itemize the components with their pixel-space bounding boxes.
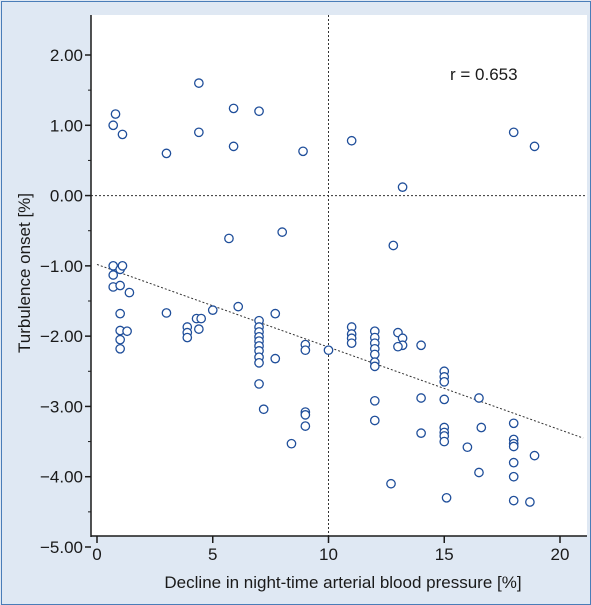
data-point <box>258 404 269 415</box>
data-point <box>474 393 484 403</box>
data-point <box>529 450 540 461</box>
data-point <box>397 182 408 192</box>
data-point <box>476 422 487 433</box>
x-tick-label: 0 <box>92 545 101 564</box>
data-point <box>346 135 357 146</box>
data-point <box>323 345 334 356</box>
data-point <box>117 129 128 140</box>
data-point <box>161 308 172 318</box>
data-points <box>108 78 540 507</box>
y-tick-label: −2.00 <box>40 327 83 346</box>
data-point <box>254 358 264 368</box>
y-ticks: 2.00 1.00 0.00 −1.00 −2.00 −3.00 −4.00 −5.00 <box>40 46 91 557</box>
data-point <box>369 395 380 406</box>
x-tick-label: 20 <box>551 545 570 564</box>
data-point <box>462 442 473 453</box>
data-point <box>228 141 239 152</box>
data-point <box>115 343 126 354</box>
x-ticks: 0 5 10 15 20 <box>92 536 569 564</box>
data-point <box>207 305 218 315</box>
x-axis-title: Decline in night-time arterial blood pre… <box>164 573 521 592</box>
data-point <box>161 148 172 159</box>
data-point <box>233 301 244 312</box>
data-point <box>393 341 403 352</box>
data-point <box>508 127 519 138</box>
data-point <box>108 270 119 280</box>
y-tick-label: 1.00 <box>50 116 83 135</box>
data-point <box>508 495 519 506</box>
x-tick-label: 15 <box>435 545 454 564</box>
data-point <box>439 394 450 405</box>
data-point <box>224 233 234 244</box>
data-point <box>298 146 308 157</box>
correlation-annotation: r = 0.653 <box>450 65 518 84</box>
y-tick-label: −4.00 <box>40 468 83 487</box>
data-point <box>228 103 239 114</box>
data-point <box>182 332 193 343</box>
data-point <box>277 227 288 237</box>
y-tick-label: 2.00 <box>50 46 83 65</box>
x-tick-label: 5 <box>208 545 217 564</box>
data-point <box>508 471 519 482</box>
data-point <box>270 308 281 319</box>
y-tick-label: −3.00 <box>40 397 83 416</box>
data-point <box>254 379 264 389</box>
data-point <box>300 345 311 356</box>
data-point <box>196 313 207 324</box>
x-tick-label: 10 <box>319 545 338 564</box>
data-point <box>529 141 540 152</box>
data-point <box>194 78 204 88</box>
data-point <box>508 441 519 452</box>
data-point <box>124 287 135 298</box>
data-point <box>115 280 126 291</box>
y-tick-label: −5.00 <box>40 538 83 557</box>
plot-area <box>91 15 587 536</box>
data-point <box>122 326 132 337</box>
data-point <box>115 334 126 345</box>
data-point <box>416 393 426 403</box>
data-point <box>388 240 399 251</box>
data-point <box>286 438 297 449</box>
data-point <box>300 421 311 431</box>
data-point <box>194 324 204 334</box>
y-tick-label: 0.00 <box>50 187 83 206</box>
data-point <box>108 120 119 131</box>
data-point <box>439 376 450 387</box>
data-point <box>508 418 519 429</box>
data-point <box>300 410 311 420</box>
data-point <box>416 340 426 351</box>
y-tick-label: −1.00 <box>40 257 83 276</box>
data-point <box>369 361 380 372</box>
y-axis-title: Turbulence onset [%] <box>15 193 34 353</box>
data-point <box>115 308 126 319</box>
data-point <box>474 467 484 478</box>
data-point <box>254 106 264 117</box>
data-point <box>194 127 204 138</box>
data-point <box>525 497 535 507</box>
data-point <box>346 338 357 349</box>
data-point <box>508 457 519 468</box>
data-point <box>439 436 450 447</box>
data-point <box>270 353 281 364</box>
data-point <box>117 261 128 271</box>
data-point <box>441 492 452 503</box>
data-point <box>416 428 426 438</box>
data-point <box>386 478 396 489</box>
data-point <box>369 415 380 426</box>
data-point <box>110 109 121 119</box>
